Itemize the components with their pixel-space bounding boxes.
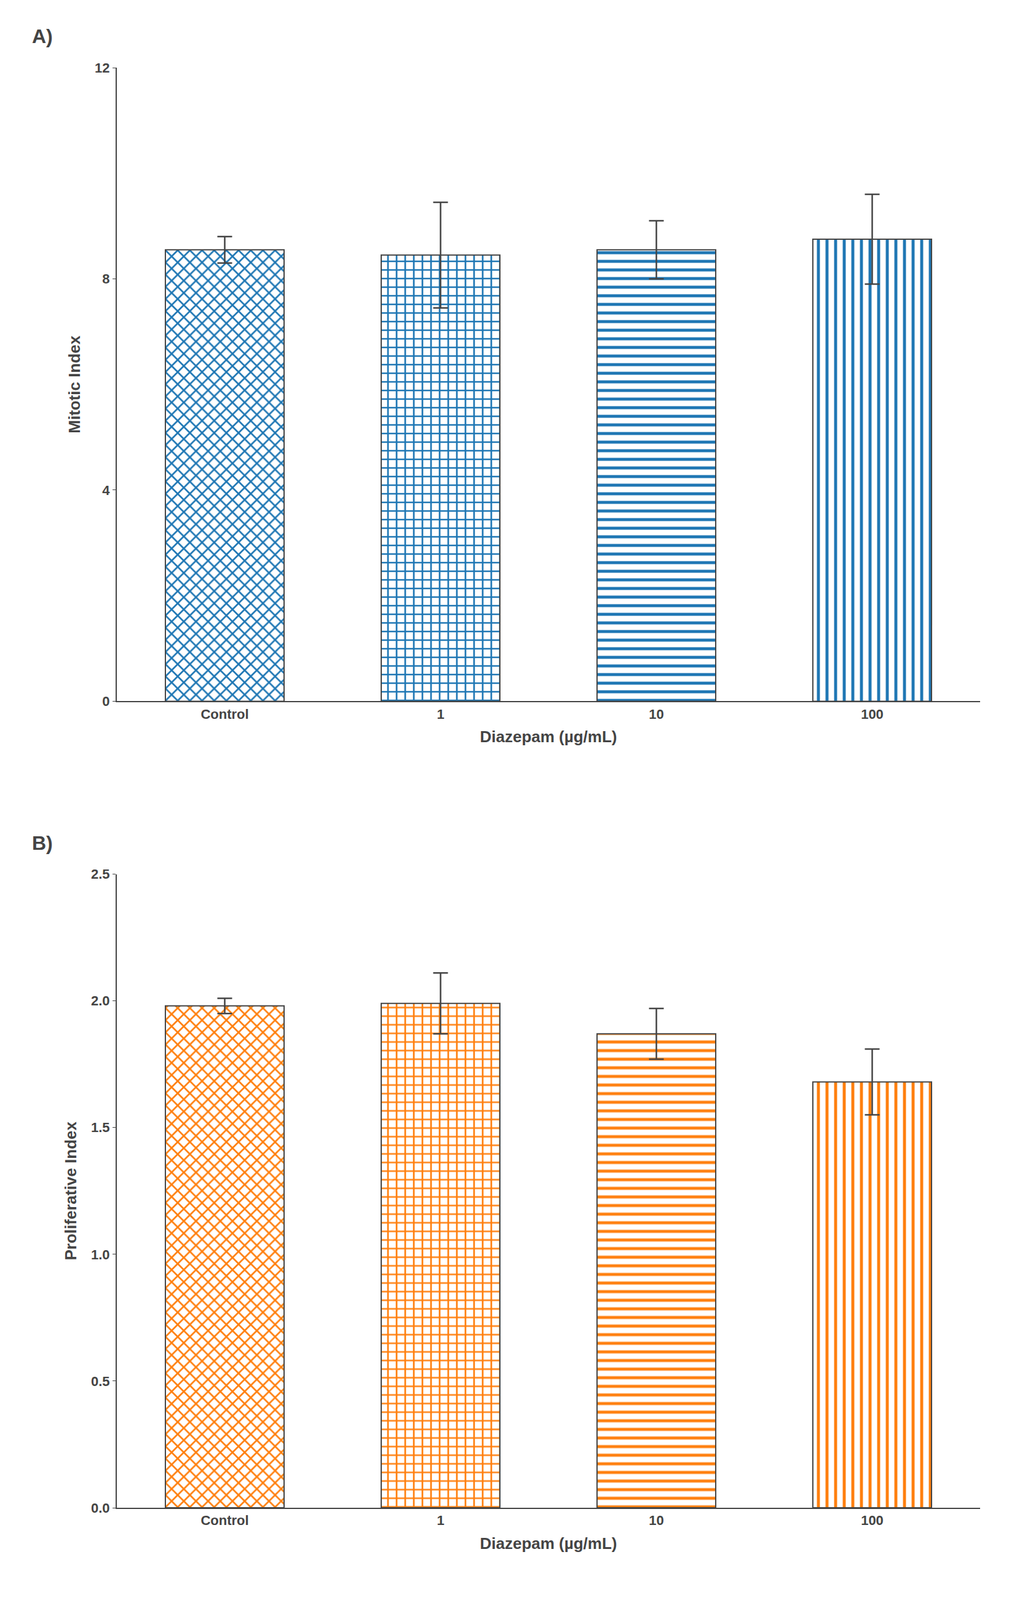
svg-text:Diazepam (µg/mL): Diazepam (µg/mL) [479, 1534, 617, 1553]
svg-text:1.0: 1.0 [91, 1246, 111, 1263]
svg-text:0.0: 0.0 [91, 1500, 111, 1516]
svg-text:B): B) [31, 831, 53, 855]
svg-text:0: 0 [102, 693, 110, 709]
svg-text:Control: Control [200, 706, 249, 722]
svg-text:100: 100 [860, 706, 884, 722]
svg-text:2.0: 2.0 [91, 993, 111, 1009]
svg-text:A): A) [31, 25, 53, 48]
svg-text:1: 1 [436, 706, 444, 722]
svg-text:10: 10 [648, 706, 664, 722]
svg-text:Proliferative Index: Proliferative Index [61, 1121, 80, 1261]
svg-text:0.5: 0.5 [91, 1373, 111, 1389]
svg-text:1.5: 1.5 [91, 1119, 111, 1136]
svg-text:10: 10 [648, 1512, 664, 1528]
svg-text:8: 8 [102, 271, 110, 287]
svg-text:4: 4 [102, 482, 111, 499]
svg-text:12: 12 [94, 60, 110, 76]
svg-text:1: 1 [436, 1512, 444, 1528]
svg-text:100: 100 [860, 1512, 884, 1528]
svg-text:Diazepam (µg/mL): Diazepam (µg/mL) [479, 727, 617, 746]
svg-text:Mitotic Index: Mitotic Index [65, 335, 84, 433]
svg-text:2.5: 2.5 [91, 866, 111, 882]
svg-text:Control: Control [200, 1512, 249, 1528]
